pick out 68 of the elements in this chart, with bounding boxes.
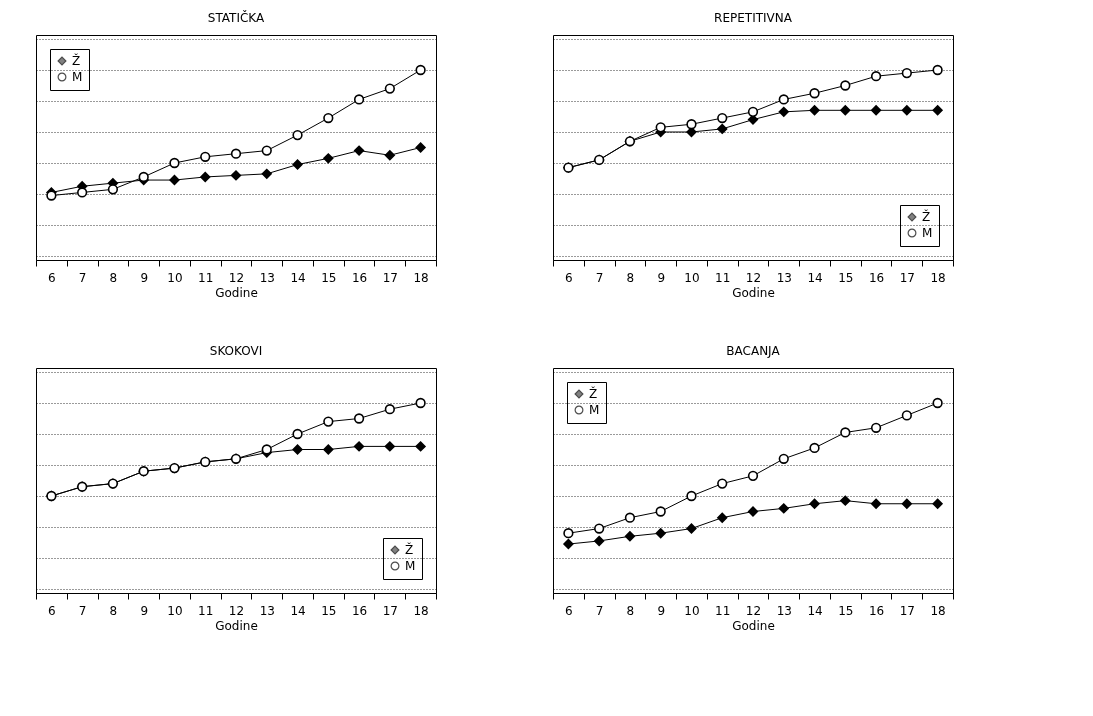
x-tick-label: 13: [776, 603, 792, 618]
x-tick-label: 16: [868, 603, 885, 618]
x-tick-label: 7: [595, 270, 604, 285]
x-tick-label: 15: [321, 603, 337, 618]
legend-label: M: [405, 559, 416, 573]
x-tick-label: 7: [78, 603, 87, 618]
legend-label: Ž: [589, 386, 598, 401]
x-tick-label: 6: [565, 603, 573, 618]
chart-title: STATIČKA: [207, 10, 265, 25]
x-tick-label: 10: [167, 270, 183, 285]
x-tick-label: 11: [715, 270, 731, 285]
legend-label: M: [72, 70, 83, 84]
x-tick-label: 10: [684, 270, 700, 285]
legend-label: Ž: [72, 53, 81, 68]
legend-label: M: [589, 403, 600, 417]
x-tick-label: 11: [715, 603, 731, 618]
x-tick-label: 11: [198, 603, 214, 618]
x-tick-label: 11: [198, 270, 214, 285]
x-tick-label: 14: [290, 270, 306, 285]
x-tick-label: 9: [140, 270, 149, 285]
x-tick-label: 13: [259, 603, 275, 618]
x-tick-label: 14: [290, 603, 306, 618]
x-tick-label: 12: [228, 270, 245, 285]
x-tick-label: 14: [807, 603, 823, 618]
x-tick-label: 9: [657, 603, 666, 618]
x-tick-label: 8: [109, 603, 118, 618]
x-tick-label: 18: [413, 603, 429, 618]
chart-title: REPETITIVNA: [714, 11, 793, 25]
x-axis-title: Godine: [732, 285, 775, 300]
x-tick-label: 8: [626, 603, 635, 618]
x-tick-label: 10: [167, 603, 183, 618]
x-tick-label: 16: [351, 603, 368, 618]
x-tick-label: 9: [657, 270, 666, 285]
x-tick-label: 10: [684, 603, 700, 618]
x-tick-label: 16: [351, 270, 368, 285]
x-tick-label: 13: [259, 270, 275, 285]
x-tick-label: 8: [626, 270, 635, 285]
x-tick-label: 18: [930, 270, 946, 285]
x-axis-title: Godine: [215, 618, 258, 633]
x-tick-label: 6: [565, 270, 573, 285]
legend-label: Ž: [405, 542, 414, 557]
chart-title: BACANJA: [726, 344, 781, 358]
x-axis-title: Godine: [732, 618, 775, 633]
x-tick-label: 17: [382, 270, 398, 285]
x-tick-label: 7: [78, 270, 87, 285]
x-tick-label: 16: [868, 270, 885, 285]
x-tick-label: 13: [776, 270, 792, 285]
x-tick-label: 17: [382, 603, 398, 618]
legend-label: M: [922, 226, 933, 240]
x-tick-label: 12: [745, 603, 762, 618]
x-tick-label: 17: [899, 603, 915, 618]
x-tick-label: 18: [930, 603, 946, 618]
x-tick-label: 6: [48, 603, 56, 618]
x-tick-label: 14: [807, 270, 823, 285]
x-tick-label: 6: [48, 270, 56, 285]
x-axis-title: Godine: [215, 285, 258, 300]
x-tick-label: 9: [140, 603, 149, 618]
x-tick-label: 17: [899, 270, 915, 285]
chart-title: SKOKOVI: [209, 344, 263, 358]
x-tick-label: 15: [838, 603, 854, 618]
x-tick-label: 7: [595, 603, 604, 618]
x-tick-label: 12: [228, 603, 245, 618]
x-tick-label: 15: [321, 270, 337, 285]
x-tick-label: 12: [745, 270, 762, 285]
x-tick-label: 8: [109, 270, 118, 285]
x-tick-label: 18: [413, 270, 429, 285]
legend-label: Ž: [922, 209, 931, 224]
x-tick-label: 15: [838, 270, 854, 285]
